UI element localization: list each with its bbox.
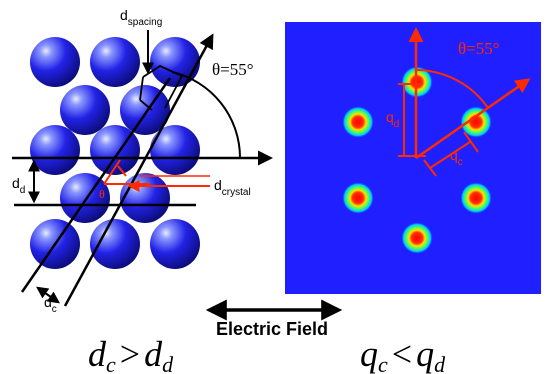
sphere — [150, 219, 200, 269]
theta-label-left: θ=55° — [212, 60, 254, 79]
q-c-label: qc — [450, 147, 463, 168]
q-d-label: qd — [386, 109, 399, 130]
diffraction-spot — [342, 106, 374, 138]
d-c-label: dc — [44, 294, 57, 315]
theta-arc-right — [415, 69, 489, 109]
d-crystal-label: dcrystal — [214, 177, 251, 198]
d-c-bracket — [36, 286, 60, 304]
sphere — [150, 37, 200, 87]
q-c-tick-end — [463, 131, 479, 153]
theta-label-right: θ=55° — [458, 39, 500, 58]
d-d-label: dd — [12, 175, 25, 196]
sphere-lattice — [30, 37, 200, 269]
diffraction-spots — [342, 66, 492, 254]
theta-arc-left — [171, 71, 242, 159]
tilted-axis-red — [415, 78, 531, 160]
diffraction-spot — [460, 182, 492, 214]
diffraction-spot — [401, 222, 433, 254]
electric-field-label: Electric Field — [216, 319, 328, 339]
d-spacing-label: dspacing — [120, 7, 162, 28]
sphere — [30, 125, 80, 175]
sphere — [90, 37, 140, 87]
sphere — [30, 37, 80, 87]
tilted-line-left — [20, 77, 172, 293]
sphere — [120, 173, 170, 223]
q-c-bracket — [429, 141, 471, 169]
diffraction-spot — [460, 106, 492, 138]
equation-left: dc > dd — [88, 334, 174, 374]
sphere — [90, 219, 140, 269]
equation-right: qc < qd — [360, 334, 446, 374]
d-spacing-bracket — [139, 64, 183, 111]
sphere — [60, 173, 110, 223]
sphere — [60, 85, 110, 135]
diffraction-spot — [342, 182, 374, 214]
theta-mark-left: θ — [99, 187, 105, 201]
tilted-line-right — [63, 33, 214, 307]
sphere — [150, 125, 200, 175]
d-crystal-red-lines — [103, 159, 150, 185]
q-c-tick-start — [423, 159, 437, 177]
